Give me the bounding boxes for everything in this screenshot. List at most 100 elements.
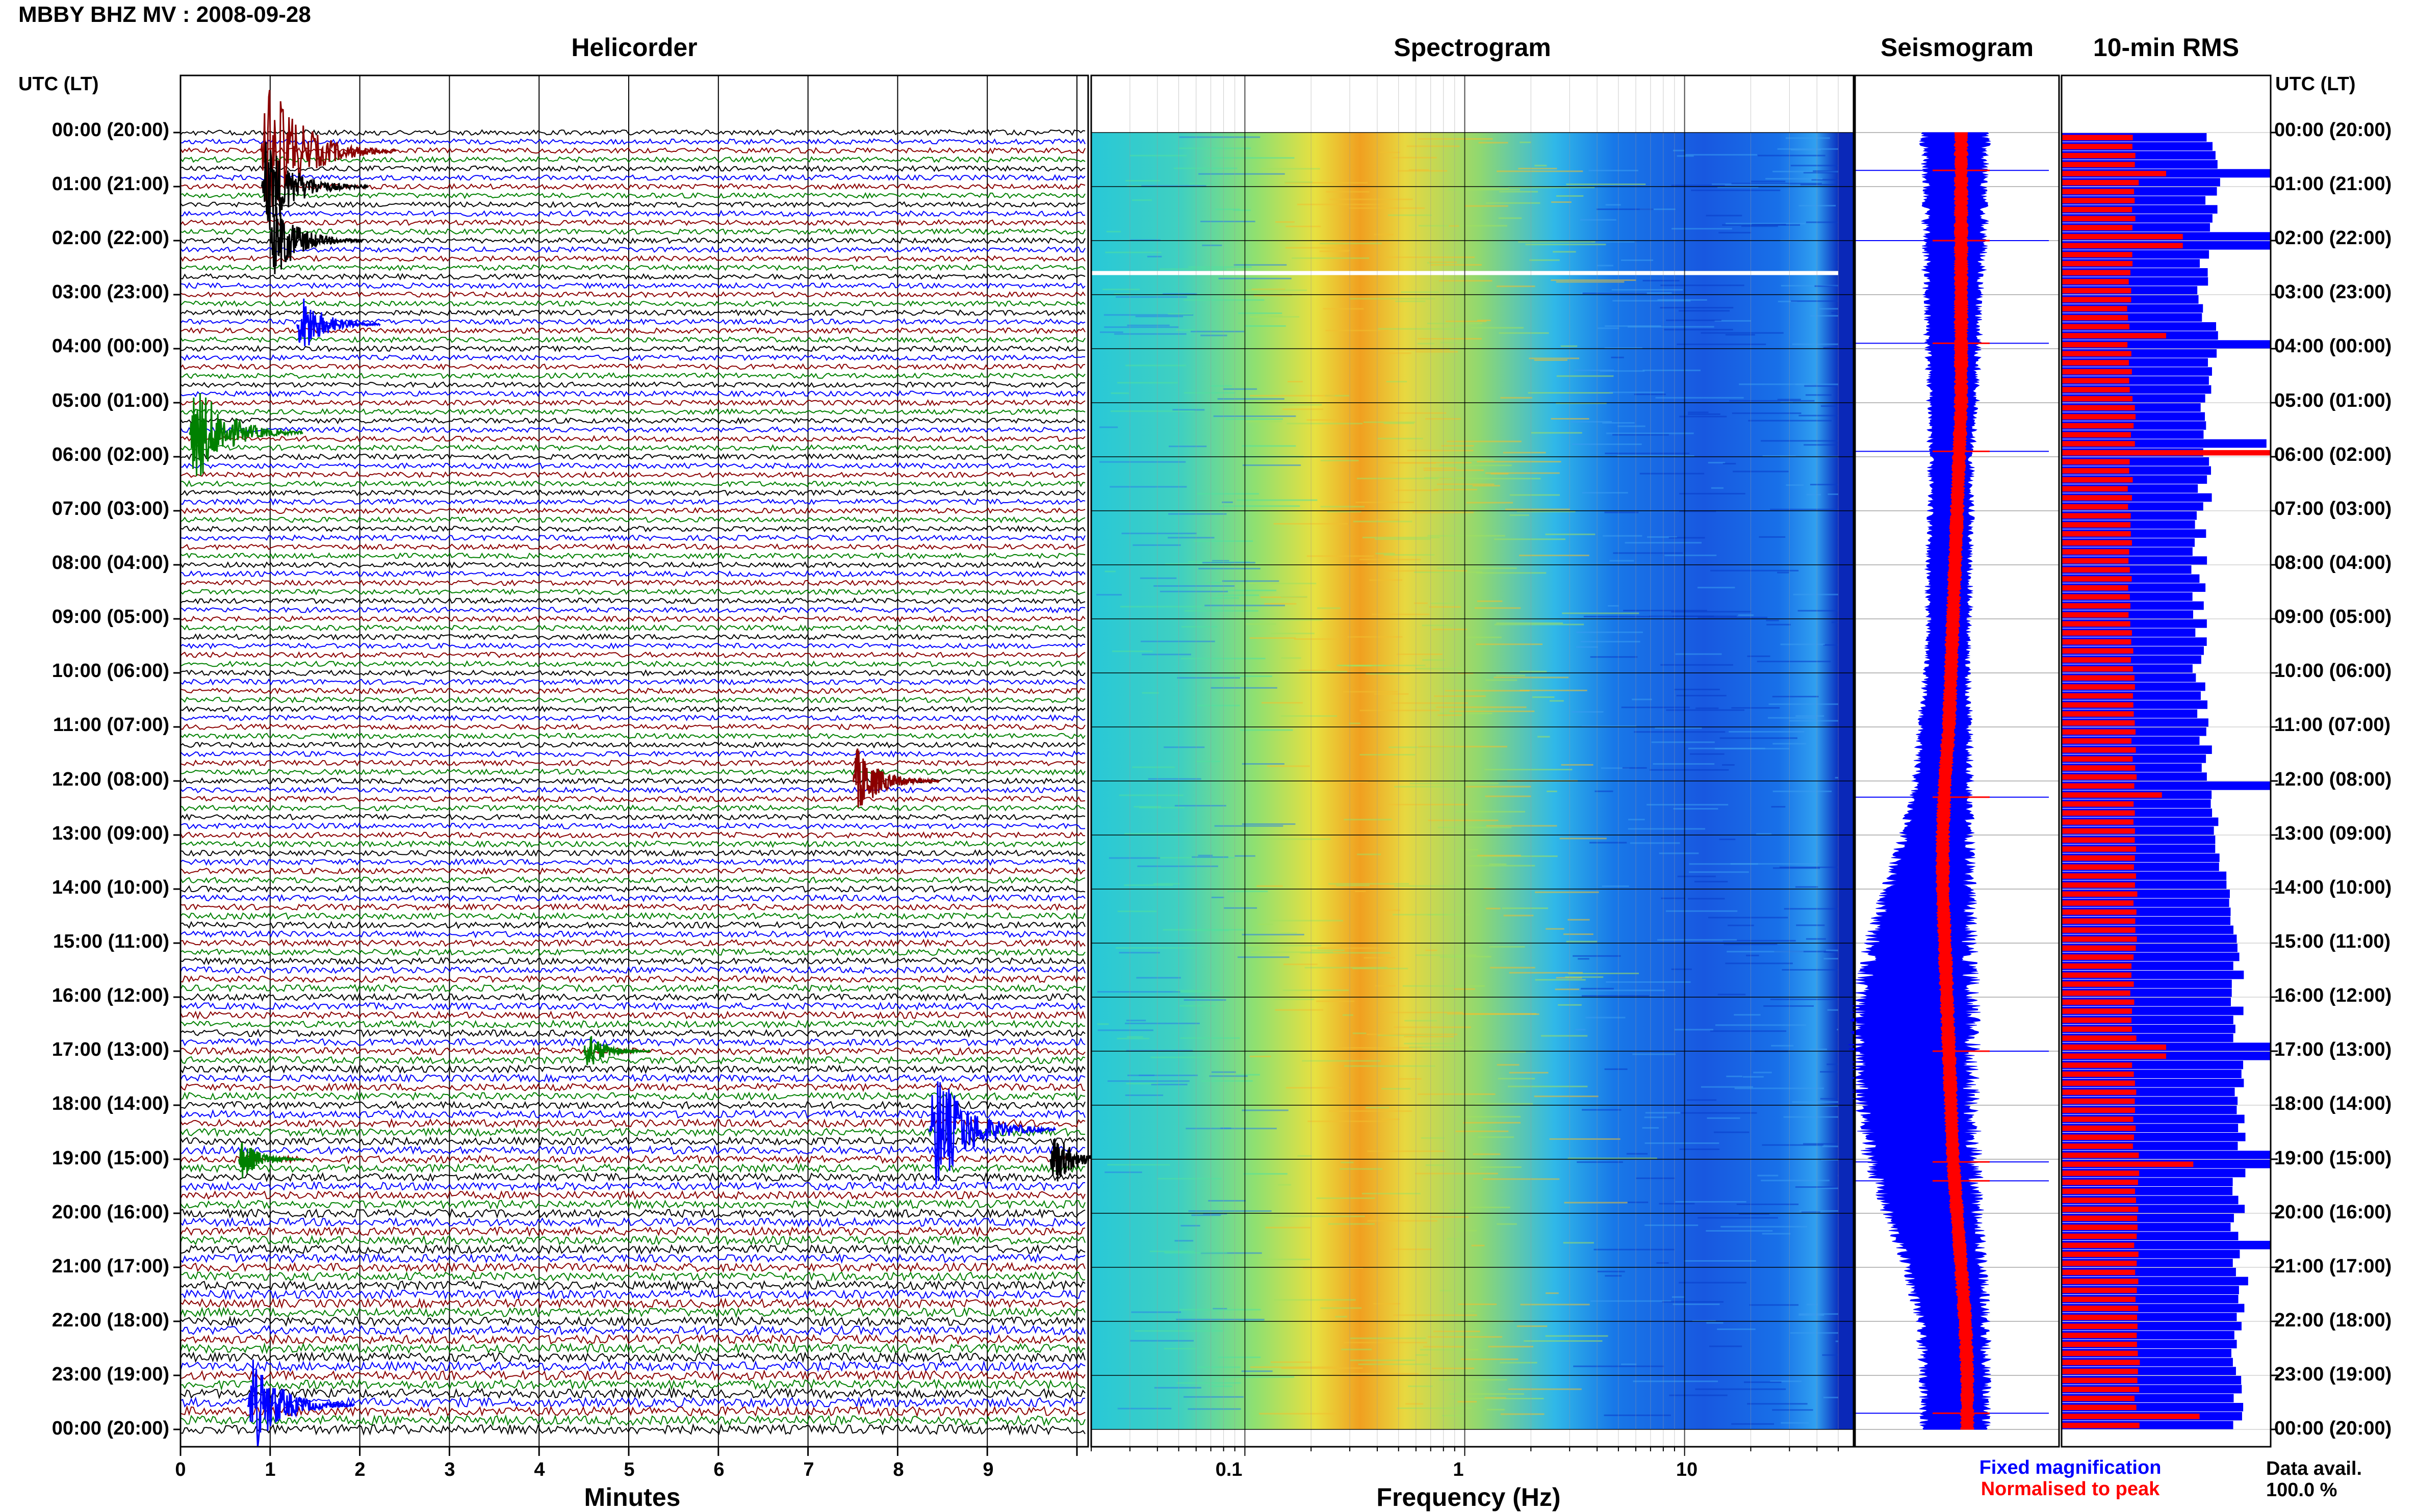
spectrogram-speckle — [1795, 715, 1824, 717]
helicorder-frame — [179, 74, 1089, 1448]
helicorder-trace — [180, 993, 1086, 1002]
spectrogram-speckle — [1237, 956, 1290, 958]
spectrogram-speckle — [1374, 693, 1409, 695]
spectrogram-speckle — [1141, 185, 1206, 187]
rms-bar-normalised — [2062, 810, 2135, 816]
spectrogram-speckle — [1109, 857, 1161, 859]
rms-bar-normalised — [2062, 1387, 2140, 1392]
spectrogram-speckle — [1717, 186, 1759, 188]
spectrogram-speckle — [1508, 1388, 1582, 1390]
spectrogram-speckle — [1242, 1109, 1289, 1111]
spectrogram-speckle — [1116, 296, 1187, 298]
spectrogram-speckle — [1781, 284, 1846, 286]
spectrogram-speckle — [1412, 511, 1474, 513]
helicorder-trace — [180, 1369, 1086, 1381]
hour-label: 19:00 (15:00) — [52, 1148, 169, 1169]
helicorder-trace — [180, 1253, 1086, 1264]
spectrogram-speckle — [1383, 422, 1415, 424]
minute-tick-label: 8 — [893, 1459, 904, 1480]
rms-bar-normalised — [2062, 675, 2135, 681]
hour-label: 16:00 (12:00) — [52, 985, 169, 1006]
spectrogram-speckle — [1644, 1224, 1699, 1226]
helicorder-trace — [180, 966, 1086, 975]
spectrogram-speckle — [1103, 314, 1194, 316]
spectrogram-speckle — [1497, 1064, 1520, 1066]
spectrogram-speckle — [1747, 655, 1770, 657]
spectrogram-speckle — [1184, 610, 1258, 612]
spectrogram-speckle — [1132, 766, 1175, 768]
rms-bar-normalised — [2062, 756, 2133, 762]
spectrogram-speckle — [1758, 154, 1825, 157]
rms-bar-normalised — [2062, 828, 2135, 834]
spectrogram-speckle — [1383, 462, 1436, 464]
spectrogram-speckle — [1636, 1177, 1675, 1179]
spectrogram-speckle — [1218, 1357, 1261, 1359]
spectrogram-speckle — [1777, 571, 1789, 573]
spectrogram-speckle — [1211, 896, 1224, 898]
hour-label: 16:00 (12:00) — [2274, 985, 2392, 1006]
helicorder-trace — [180, 642, 1086, 650]
spectrogram-speckle — [1429, 261, 1457, 263]
spectrogram-speckle — [1606, 981, 1691, 983]
spectrogram-speckle — [1806, 938, 1826, 940]
spectrogram-speckle — [1748, 420, 1832, 422]
spectrogram-speckle — [1691, 189, 1781, 191]
spectrogram-speckle — [1574, 370, 1614, 372]
spectrogram-speckle — [1476, 643, 1543, 645]
minute-tick-label: 3 — [444, 1459, 455, 1480]
data-availability-value: 100.0 % — [2266, 1479, 2337, 1501]
rms-bar-normalised — [2062, 864, 2134, 870]
spectrogram-speckle — [1396, 653, 1443, 655]
spectrogram-speckle — [1320, 1307, 1362, 1309]
hour-label: 00:00 (20:00) — [52, 1418, 169, 1439]
spectrogram-speckle — [1285, 182, 1368, 184]
spectrogram-speckle — [1197, 1366, 1241, 1368]
spectrogram-speckle — [1179, 1005, 1216, 1007]
spectrogram-speckle — [1582, 1109, 1622, 1111]
helicorder-trace — [180, 1315, 1086, 1327]
spectrogram-speckle — [1634, 731, 1726, 733]
spectrogram-speckle — [1421, 1137, 1445, 1139]
spectrogram-speckle — [1823, 347, 1838, 349]
spectrogram-speckle — [1674, 1029, 1714, 1031]
spectrogram-speckle — [1509, 972, 1583, 974]
spectrogram-speckle — [1500, 1413, 1545, 1415]
helicorder-trace — [180, 1163, 1086, 1174]
spectrogram-speckle — [1686, 1099, 1717, 1101]
spectrogram-speckle — [1173, 167, 1238, 169]
spectrogram-speckle — [1585, 1016, 1626, 1019]
spectrogram-speckle — [1392, 1248, 1432, 1250]
spectrogram-speckle — [1441, 342, 1461, 344]
spectrogram-speckle — [1197, 705, 1240, 707]
helicorder-trace — [180, 254, 1086, 263]
hour-label: 07:00 (03:00) — [2274, 498, 2392, 519]
spectrogram-speckle — [1612, 300, 1691, 302]
spectrogram-speckle — [1188, 561, 1250, 563]
spectrogram-speckle — [1781, 1422, 1809, 1424]
spectrogram-speckle — [1480, 1166, 1522, 1168]
spectrogram-speckle — [1455, 1130, 1509, 1132]
spectrogram-speckle — [1671, 968, 1692, 970]
spectrogram-speckle — [1172, 991, 1202, 993]
spectrogram-speckle — [1731, 707, 1780, 709]
spectrogram-speckle — [1302, 1060, 1381, 1062]
helicorder-trace — [181, 1270, 1086, 1282]
spectrogram-speckle — [1191, 1214, 1221, 1216]
spectrogram-speckle — [1207, 1386, 1232, 1388]
spectrogram-speckle — [1567, 919, 1590, 921]
spectrogram-speckle — [1097, 991, 1180, 993]
spectrogram-speckle — [1496, 674, 1526, 676]
spectrogram-speckle — [1779, 866, 1857, 868]
helicorder-trace — [180, 1154, 1086, 1165]
spectrogram-speckle — [1349, 722, 1360, 724]
spectrogram-speckle — [1757, 661, 1831, 663]
spectrogram-speckle — [1657, 299, 1707, 301]
hour-label: 00:00 (20:00) — [52, 119, 169, 141]
spectrogram-speckle — [1378, 328, 1467, 330]
helicorder-trace — [180, 1378, 1086, 1391]
spectrogram-speckle — [1671, 185, 1725, 187]
helicorder-trace — [180, 399, 1086, 406]
spectrogram-speckle — [1364, 957, 1396, 959]
spectrogram-speckle — [1545, 1335, 1608, 1337]
spectrogram-speckle — [1474, 607, 1521, 609]
